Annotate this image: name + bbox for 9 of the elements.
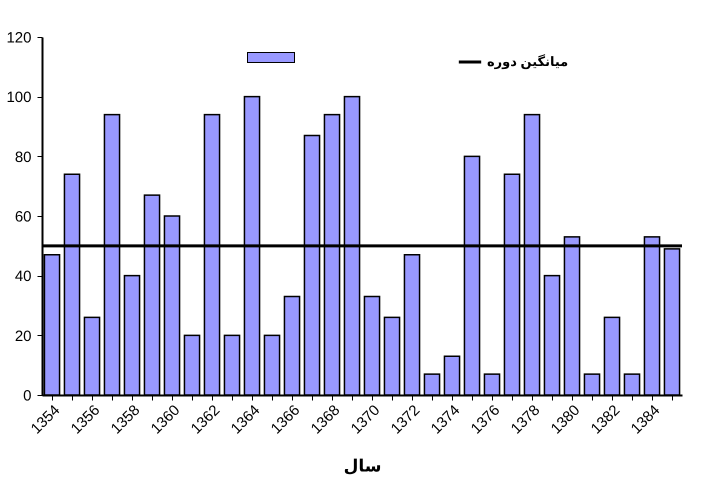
y-tick-label: 40 [14, 268, 32, 286]
y-tick-label: 80 [14, 148, 32, 166]
y-tick-label: 120 [6, 30, 32, 46]
y-tick-label: 100 [6, 89, 32, 106]
y-tick-label: 20 [14, 328, 32, 345]
x-axis-title: سال [344, 456, 382, 476]
y-tick-label: 60 [14, 208, 32, 226]
y-tick-label: 0 [23, 388, 32, 404]
legend-label: میانگین دوره [487, 54, 568, 70]
